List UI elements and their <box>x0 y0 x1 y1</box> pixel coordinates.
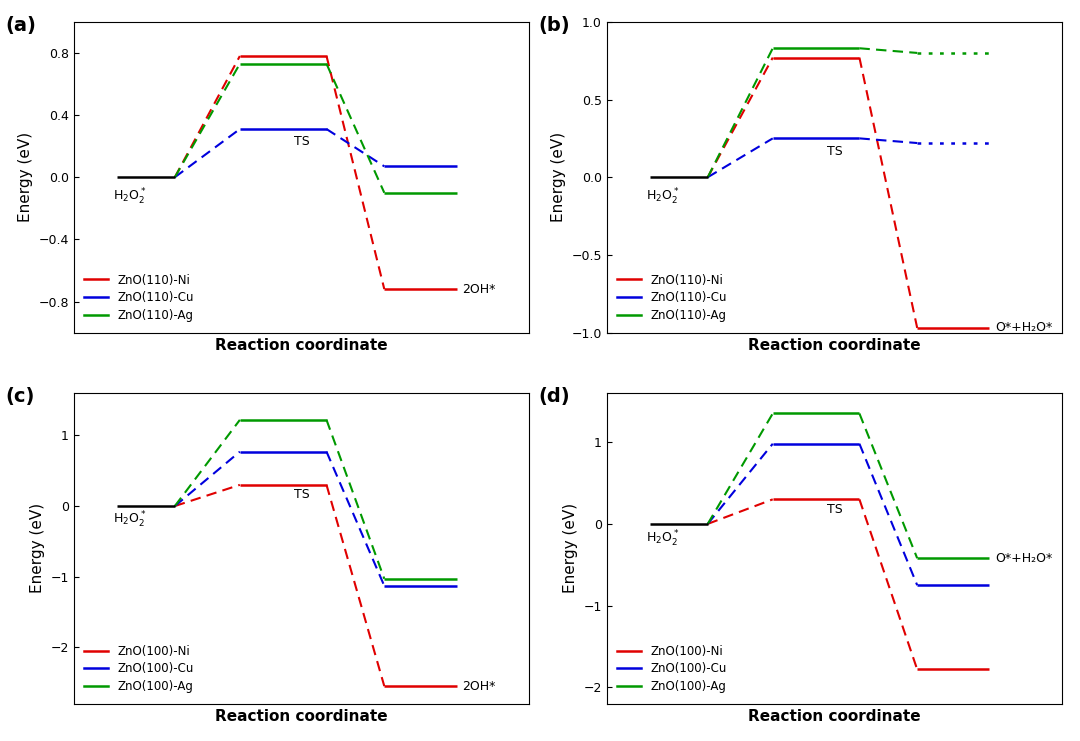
Y-axis label: Energy (eV): Energy (eV) <box>551 132 566 222</box>
Text: 2OH*: 2OH* <box>462 282 496 296</box>
Text: TS: TS <box>827 502 842 516</box>
X-axis label: Reaction coordinate: Reaction coordinate <box>215 338 388 353</box>
Y-axis label: Energy (eV): Energy (eV) <box>563 503 578 594</box>
Legend: ZnO(110)-Ni, ZnO(110)-Cu, ZnO(110)-Ag: ZnO(110)-Ni, ZnO(110)-Cu, ZnO(110)-Ag <box>80 269 199 327</box>
Text: $\mathrm{H_2O_2^*}$: $\mathrm{H_2O_2^*}$ <box>113 187 147 207</box>
Y-axis label: Energy (eV): Energy (eV) <box>17 132 32 222</box>
Text: TS: TS <box>294 488 310 501</box>
Y-axis label: Energy (eV): Energy (eV) <box>30 503 45 594</box>
X-axis label: Reaction coordinate: Reaction coordinate <box>215 709 388 725</box>
Legend: ZnO(100)-Ni, ZnO(100)-Cu, ZnO(100)-Ag: ZnO(100)-Ni, ZnO(100)-Cu, ZnO(100)-Ag <box>80 640 199 698</box>
Text: (d): (d) <box>539 387 570 406</box>
Text: $\mathrm{H_2O_2^*}$: $\mathrm{H_2O_2^*}$ <box>646 529 679 549</box>
Text: (a): (a) <box>5 16 37 35</box>
Text: 2OH*: 2OH* <box>462 679 496 693</box>
Text: TS: TS <box>827 144 842 158</box>
Legend: ZnO(110)-Ni, ZnO(110)-Cu, ZnO(110)-Ag: ZnO(110)-Ni, ZnO(110)-Cu, ZnO(110)-Ag <box>612 269 731 327</box>
Legend: ZnO(100)-Ni, ZnO(100)-Cu, ZnO(100)-Ag: ZnO(100)-Ni, ZnO(100)-Cu, ZnO(100)-Ag <box>612 640 731 698</box>
Text: $\mathrm{H_2O_2^*}$: $\mathrm{H_2O_2^*}$ <box>646 187 679 207</box>
Text: O*+H₂O*: O*+H₂O* <box>995 552 1052 565</box>
Text: (c): (c) <box>5 387 35 406</box>
Text: TS: TS <box>294 136 310 148</box>
X-axis label: Reaction coordinate: Reaction coordinate <box>747 709 920 725</box>
Text: (b): (b) <box>539 16 570 35</box>
Text: O*+H₂O*: O*+H₂O* <box>995 322 1052 334</box>
X-axis label: Reaction coordinate: Reaction coordinate <box>747 338 920 353</box>
Text: $\mathrm{H_2O_2^*}$: $\mathrm{H_2O_2^*}$ <box>113 511 147 531</box>
